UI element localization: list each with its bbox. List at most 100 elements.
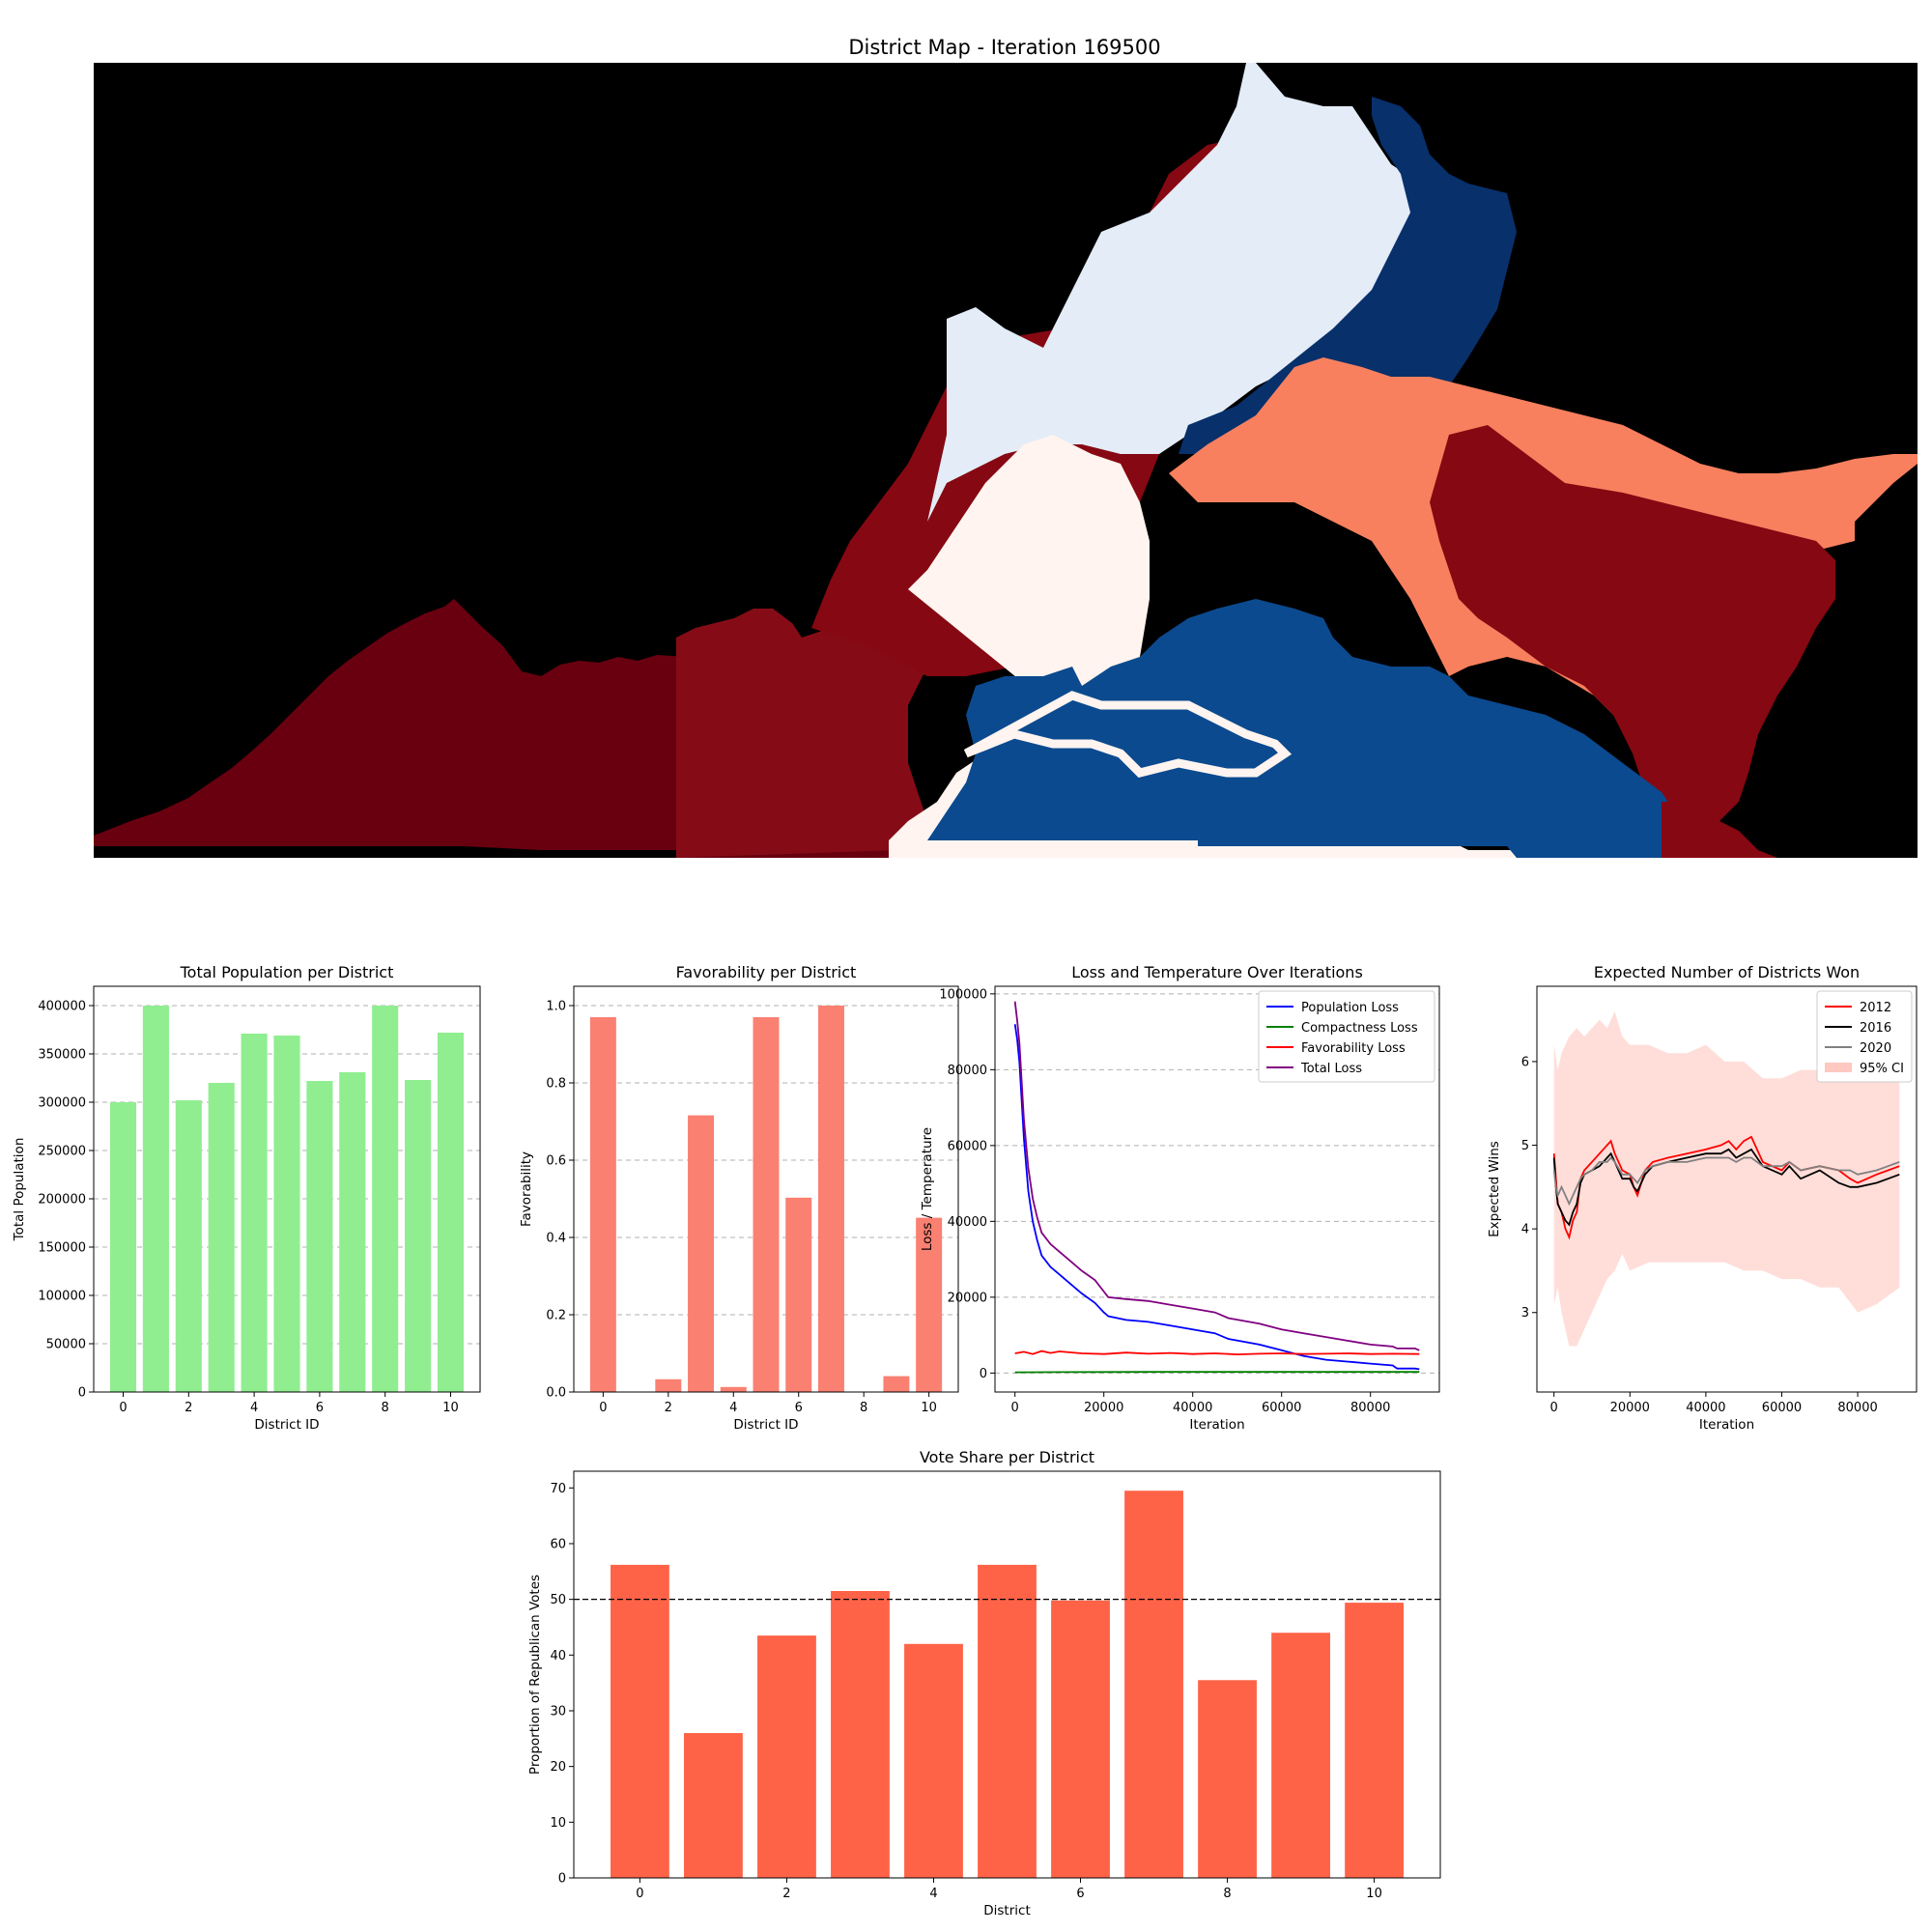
y-axis-label: Favorability: [519, 1151, 534, 1227]
bar-district-6: [1051, 1600, 1110, 1878]
bar-district-10: [1345, 1603, 1404, 1878]
x-tick-label: 80000: [1837, 1401, 1877, 1415]
y-axis-label: Expected Wins: [1487, 1141, 1502, 1237]
y-tick-label: 10: [550, 1816, 566, 1831]
y-tick-label: 100000: [939, 987, 987, 1002]
bar-district-9: [1271, 1633, 1330, 1878]
x-tick-label: 0: [1550, 1401, 1558, 1415]
series-line-0: [1013, 1024, 1420, 1371]
bar-district-6: [306, 1081, 333, 1392]
x-axis-label: Iteration: [1699, 1417, 1754, 1433]
y-tick-label: 60: [550, 1537, 566, 1551]
x-tick-label: 6: [1076, 1887, 1084, 1901]
chart-title: Total Population per District: [180, 963, 394, 981]
region-southeast-blue: [927, 599, 1681, 858]
bar-district-5: [753, 1017, 780, 1392]
y-tick-label: 150000: [38, 1241, 86, 1256]
bar-district-10: [916, 1217, 943, 1392]
bar-district-0: [611, 1564, 669, 1878]
x-tick-label: 4: [250, 1401, 258, 1415]
chart-title: Vote Share per District: [920, 1448, 1094, 1466]
legend-swatch: [1825, 1063, 1852, 1072]
y-tick-label: 0.4: [546, 1232, 566, 1246]
region-north-dark-blue: [1179, 97, 1517, 454]
legend-label: 95% CI: [1860, 1062, 1904, 1076]
y-tick-label: 0.2: [546, 1309, 566, 1323]
chart-population: Total Population per District 0 2 4 6 8 10 0 500…: [12, 963, 481, 1433]
x-axis-label: Iteration: [1189, 1417, 1244, 1433]
x-tick-label: 10: [1366, 1887, 1382, 1901]
legend-label: Compactness Loss: [1301, 1021, 1418, 1036]
district-map: District Map - Iteration 169500: [94, 36, 1918, 858]
bar-district-4: [720, 1386, 747, 1392]
y-tick-label: 0: [558, 1872, 566, 1887]
x-axis-label: District: [983, 1903, 1031, 1918]
x-tick-label: 60000: [1262, 1401, 1301, 1415]
y-tick-label: 300000: [38, 1096, 86, 1111]
x-tick-label: 6: [316, 1401, 324, 1415]
chart-loss: Loss and Temperature Over Iterations 0 200…: [920, 963, 1440, 1433]
bar-district-7: [1124, 1491, 1183, 1878]
y-tick-label: 70: [550, 1482, 566, 1496]
legend-box: [1258, 990, 1435, 1083]
x-tick-label: 10: [921, 1401, 937, 1415]
y-tick-label: 0: [980, 1367, 987, 1381]
bar-district-5: [273, 1036, 300, 1392]
bar-district-6: [785, 1197, 812, 1392]
bar-district-10: [437, 1033, 465, 1392]
region-inner-cream-outline: [963, 691, 1293, 778]
y-tick-label: 0.6: [546, 1154, 566, 1169]
y-tick-label: 6: [1521, 1055, 1529, 1069]
x-tick-label: 0: [1011, 1401, 1019, 1415]
plot-frame: [1536, 985, 1918, 1393]
bar-district-2: [175, 1100, 202, 1392]
plot-frame: [994, 985, 1440, 1393]
x-tick-label: 4: [729, 1401, 737, 1415]
plot-frame: [573, 1470, 1441, 1879]
series-line-3: [1013, 1001, 1420, 1351]
x-axis-label: District ID: [733, 1417, 798, 1433]
y-tick-label: 100000: [38, 1290, 86, 1304]
y-tick-label: 50000: [46, 1338, 86, 1352]
legend-label: 2012: [1860, 1001, 1891, 1015]
region-small-red-southeast: [1662, 802, 1777, 858]
y-tick-label: 30: [550, 1704, 566, 1719]
x-tick-label: 40000: [1173, 1401, 1212, 1415]
y-tick-label: 40000: [948, 1215, 987, 1230]
x-tick-label: 2: [782, 1887, 790, 1901]
region-north-light: [927, 63, 1439, 522]
bar-district-7: [339, 1072, 366, 1392]
x-tick-label: 2: [665, 1401, 672, 1415]
x-tick-label: 10: [442, 1401, 459, 1415]
plot-frame: [573, 985, 959, 1393]
x-tick-label: 0: [599, 1401, 607, 1415]
legend: Population Loss Compactness Loss Favorabil…: [1258, 990, 1435, 1083]
x-tick-label: 0: [636, 1887, 643, 1901]
series-line-1: [1552, 1148, 1900, 1227]
x-tick-label: 20000: [1084, 1401, 1123, 1415]
y-tick-label: 3: [1521, 1306, 1529, 1321]
bar-district-3: [688, 1115, 715, 1392]
bar-district-3: [831, 1590, 890, 1878]
region-west-central: [676, 609, 927, 858]
chart-title: Favorability per District: [676, 963, 857, 981]
bar-district-5: [978, 1564, 1037, 1878]
y-tick-label: 0.0: [546, 1386, 566, 1401]
map-title: District Map - Iteration 169500: [848, 36, 1160, 59]
legend-label: Favorability Loss: [1301, 1041, 1406, 1056]
y-tick-label: 400000: [38, 1000, 86, 1014]
y-tick-label: 0.8: [546, 1077, 566, 1092]
bar-district-3: [208, 1083, 235, 1392]
bar-district-1: [142, 1006, 169, 1392]
bar-district-0: [589, 1017, 616, 1392]
y-tick-label: 200000: [38, 1193, 86, 1208]
x-axis-label: District ID: [254, 1417, 319, 1433]
y-axis-label: Loss / Temperature: [920, 1127, 935, 1251]
y-tick-label: 20000: [948, 1291, 987, 1305]
legend-label: 2020: [1860, 1041, 1891, 1056]
x-tick-label: 4: [929, 1887, 937, 1901]
y-tick-label: 20: [550, 1760, 566, 1775]
bar-district-8: [1198, 1680, 1257, 1878]
y-tick-label: 350000: [38, 1048, 86, 1063]
